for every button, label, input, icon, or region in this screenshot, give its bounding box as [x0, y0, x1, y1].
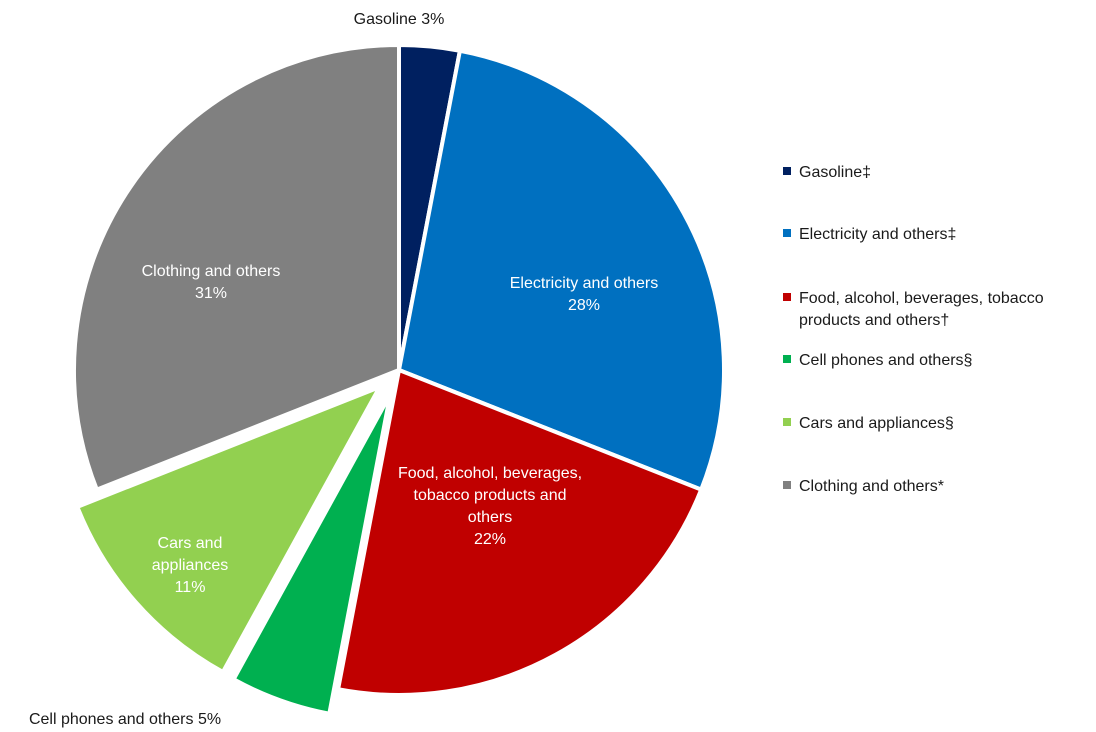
slice-label-cell-phones: Cell phones and others 5%: [29, 711, 221, 728]
legend-swatch-cell-phones: [783, 355, 791, 363]
legend-item-cars: Cars and appliances§: [783, 415, 954, 432]
pie-slices: [74, 45, 724, 714]
legend-label-cell-phones: Cell phones and others§: [799, 352, 972, 369]
legend-label-food: Food, alcohol, beverages, tobacco product…: [799, 290, 1044, 329]
legend-label-gasoline: Gasoline‡: [799, 164, 871, 181]
legend-swatch-gasoline: [783, 167, 791, 175]
legend-swatch-food: [783, 293, 791, 301]
legend-item-clothing: Clothing and others*: [783, 478, 944, 495]
legend-item-cell-phones: Cell phones and others§: [783, 352, 972, 369]
legend-label-electricity: Electricity and others‡: [799, 226, 956, 243]
legend-item-food: Food, alcohol, beverages, tobacco product…: [783, 290, 1044, 329]
legend: Gasoline‡ Electricity and others‡ Food, al…: [783, 164, 1044, 495]
legend-label-clothing: Clothing and others*: [799, 478, 944, 495]
legend-item-gasoline: Gasoline‡: [783, 164, 871, 181]
legend-item-electricity: Electricity and others‡: [783, 226, 956, 243]
legend-swatch-electricity: [783, 229, 791, 237]
legend-swatch-clothing: [783, 481, 791, 489]
legend-swatch-cars: [783, 418, 791, 426]
slice-label-gasoline: Gasoline 3%: [354, 11, 445, 28]
legend-label-cars: Cars and appliances§: [799, 415, 954, 432]
